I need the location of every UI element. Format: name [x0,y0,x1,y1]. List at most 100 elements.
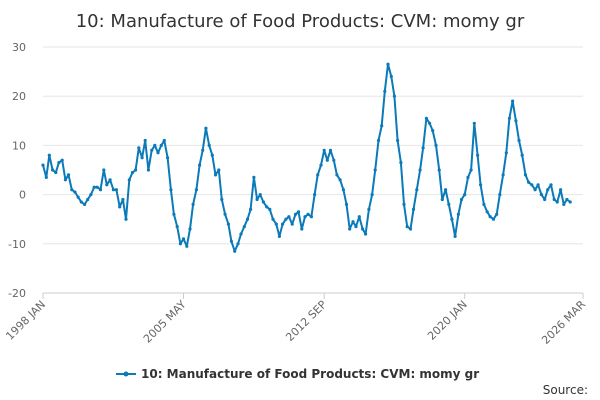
data-point[interactable] [191,202,195,206]
data-point[interactable] [140,156,144,160]
data-point[interactable] [491,217,496,221]
data-point[interactable] [153,143,157,147]
data-point[interactable] [370,193,374,197]
data-point[interactable] [328,148,333,152]
data-point[interactable] [277,234,281,238]
data-point[interactable] [70,188,74,192]
data-point[interactable] [239,232,243,236]
data-point[interactable] [306,212,310,216]
data-point[interactable] [265,205,269,209]
data-point[interactable] [63,178,67,182]
data-point[interactable] [252,175,256,179]
data-point[interactable] [92,185,96,189]
data-point[interactable] [185,244,189,248]
data-point[interactable] [271,217,275,221]
data-point[interactable] [210,153,214,157]
data-point[interactable] [527,180,531,184]
data-point[interactable] [421,146,425,150]
data-point[interactable] [316,173,320,177]
data-point[interactable] [322,148,326,152]
data-point[interactable] [338,178,342,182]
data-point[interactable] [463,193,467,197]
data-point[interactable] [127,178,131,182]
data-point[interactable] [293,212,298,216]
data-point[interactable] [472,121,476,125]
data-point[interactable] [281,222,285,226]
data-point[interactable] [523,173,528,177]
data-point[interactable] [459,197,464,202]
legend[interactable]: 10: Manufacture of Food Products: CVM: m… [116,367,479,381]
data-point[interactable] [303,215,307,219]
data-point[interactable] [354,225,358,229]
data-point[interactable] [559,188,563,192]
data-point[interactable] [114,188,118,192]
data-point[interactable] [284,217,288,221]
data-point[interactable] [169,188,173,192]
data-point[interactable] [325,158,329,162]
data-point[interactable] [172,212,176,216]
data-point[interactable] [507,116,511,120]
data-point[interactable] [364,232,368,236]
data-point[interactable] [83,202,87,206]
data-point[interactable] [201,148,205,152]
data-point[interactable] [485,210,489,214]
data-point[interactable] [51,168,55,172]
data-point[interactable] [431,129,435,133]
data-point[interactable] [357,215,361,219]
data-point[interactable] [376,138,381,143]
data-point[interactable] [143,138,147,143]
data-point[interactable] [245,217,250,221]
data-point[interactable] [530,183,534,187]
data-point[interactable] [274,222,278,226]
data-point[interactable] [539,193,544,197]
data-point[interactable] [536,183,540,187]
data-point[interactable] [510,99,515,103]
data-point[interactable] [335,173,339,177]
data-point[interactable] [428,121,432,125]
data-point[interactable] [130,170,135,175]
data-point[interactable] [517,138,521,143]
data-point[interactable] [204,126,208,130]
data-point[interactable] [552,197,556,202]
data-point[interactable] [207,143,211,147]
data-point[interactable] [73,190,77,194]
data-point[interactable] [453,234,457,238]
data-point[interactable] [226,222,230,226]
data-point[interactable] [95,185,99,189]
data-point[interactable] [424,116,428,120]
data-point[interactable] [405,225,409,229]
data-point[interactable] [367,207,371,211]
data-point[interactable] [488,215,492,219]
data-point[interactable] [332,158,336,162]
data-point[interactable] [396,138,400,143]
data-point[interactable] [198,163,202,167]
data-point[interactable] [469,168,473,172]
data-point[interactable] [418,168,422,172]
data-point[interactable] [501,173,505,177]
data-point[interactable] [255,197,259,202]
data-point[interactable] [258,193,262,197]
data-point[interactable] [520,153,524,157]
data-point[interactable] [188,227,192,231]
data-point[interactable] [479,183,483,187]
data-point[interactable] [146,168,150,172]
data-point[interactable] [108,178,112,182]
data-point[interactable] [399,161,403,165]
data-point[interactable] [134,168,138,172]
data-point[interactable] [229,239,233,243]
data-point[interactable] [498,193,502,197]
data-point[interactable] [319,163,323,167]
data-point[interactable] [249,207,253,211]
data-point[interactable] [102,168,106,172]
data-point[interactable] [150,148,154,152]
data-point[interactable] [408,227,413,231]
data-point[interactable] [76,195,80,199]
data-point[interactable] [105,183,109,187]
data-point[interactable] [60,158,64,162]
data-point[interactable] [159,143,163,147]
data-point[interactable] [194,188,198,192]
data-point[interactable] [66,173,71,177]
data-point[interactable] [121,197,125,202]
data-point[interactable] [166,156,170,160]
data-point[interactable] [466,175,470,179]
